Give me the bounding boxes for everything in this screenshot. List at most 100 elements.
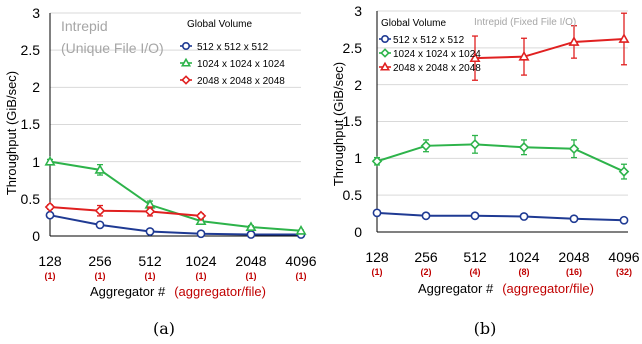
y-axis-label: Throughput (GiB/sec) bbox=[331, 62, 346, 186]
data-point-circle bbox=[95, 220, 105, 230]
panel-b-plot bbox=[371, 10, 630, 233]
annotation-line: (Unique File I/O) bbox=[61, 40, 164, 56]
y-tick-label: 0.5 bbox=[21, 191, 41, 207]
x-sub-label: (8) bbox=[519, 267, 530, 277]
x-sub-label: (1) bbox=[196, 271, 207, 281]
x-axis-label-extra: (aggregator/file) bbox=[502, 281, 594, 296]
x-axis-label: Aggregator # bbox=[90, 284, 166, 299]
x-sub-label: (4) bbox=[470, 267, 481, 277]
chart-panel-b: 0 0.5 1 1.5 2 2.5 3 128 256 512 1024 204… bbox=[331, 3, 640, 338]
data-point-diamond bbox=[618, 166, 630, 177]
x-tick-label: 256 bbox=[414, 249, 438, 265]
y-tick-label: 2 bbox=[354, 77, 362, 93]
data-point-diamond bbox=[144, 206, 156, 217]
data-point-diamond bbox=[518, 142, 530, 153]
x-tick-label: 512 bbox=[463, 249, 487, 265]
data-point-triangle bbox=[469, 52, 481, 63]
y-tick-label: 2.5 bbox=[21, 42, 41, 58]
x-sub-label: (1) bbox=[145, 271, 156, 281]
data-point-diamond bbox=[568, 143, 580, 155]
legend-b: Global Volume 512 x 512 x 512 1024 x 102… bbox=[379, 18, 481, 74]
legend-title: Global Volume bbox=[187, 19, 252, 30]
x-sub-label: (16) bbox=[566, 267, 582, 277]
annotation-b: Intrepid (Fixed File I/O) bbox=[474, 17, 576, 28]
y-tick-label: 1 bbox=[354, 150, 362, 166]
x-axis-title: Aggregator # (aggregator/file) bbox=[90, 284, 266, 299]
series-line bbox=[376, 143, 625, 173]
x-sub-label: (32) bbox=[616, 267, 632, 277]
data-point-diamond bbox=[380, 48, 390, 58]
y-tick-label: 2 bbox=[32, 79, 40, 95]
data-point-diamond bbox=[44, 201, 56, 213]
legend-label: 512 x 512 x 512 bbox=[393, 35, 465, 46]
data-point-triangle bbox=[379, 61, 391, 71]
data-point-triangle bbox=[568, 36, 580, 46]
series-line bbox=[474, 37, 625, 60]
panel-b-x-ticks: 128 256 512 1024 2048 4096 (1) (2) (4) (… bbox=[365, 249, 639, 277]
panel-b-y-ticks: 0 0.5 1 1.5 2 2.5 3 bbox=[343, 3, 363, 240]
y-tick-label: 1.5 bbox=[21, 116, 41, 132]
series-line bbox=[49, 214, 301, 236]
x-tick-label: 1024 bbox=[185, 253, 216, 269]
data-point-circle bbox=[182, 41, 191, 50]
legend-marker bbox=[180, 75, 192, 85]
data-point-triangle bbox=[180, 57, 192, 67]
y-tick-label: 0.5 bbox=[343, 187, 363, 203]
x-tick-label: 512 bbox=[138, 253, 162, 269]
panel-a-x-ticks: 128 256 512 1024 2048 4096 (1) (1) (1) (… bbox=[38, 253, 316, 281]
series-line bbox=[376, 211, 625, 222]
caption-a: (a) bbox=[153, 319, 175, 338]
x-sub-label: (2) bbox=[421, 267, 432, 277]
legend-label: 2048 x 2048 x 2048 bbox=[393, 63, 481, 74]
legend-marker bbox=[379, 34, 391, 43]
data-point-diamond bbox=[469, 139, 481, 150]
x-sub-label: (1) bbox=[296, 271, 307, 281]
legend-marker bbox=[379, 48, 391, 58]
data-point-circle bbox=[519, 212, 529, 221]
caption-b: (b) bbox=[474, 319, 497, 338]
data-point-triangle bbox=[618, 33, 630, 43]
data-point-circle bbox=[246, 230, 256, 239]
x-tick-label: 256 bbox=[88, 253, 112, 269]
legend-marker bbox=[180, 57, 192, 67]
data-point-circle bbox=[372, 208, 382, 218]
panel-a-plot bbox=[44, 12, 307, 239]
x-sub-label: (1) bbox=[372, 267, 383, 277]
x-axis-label-extra: (aggregator/file) bbox=[174, 284, 266, 299]
chart-panel-a: 0 0.5 1 1.5 2 2.5 3 128 256 512 1024 204… bbox=[4, 5, 317, 338]
data-point-diamond bbox=[94, 205, 106, 216]
y-tick-label: 1 bbox=[32, 154, 40, 170]
x-tick-label: 128 bbox=[38, 253, 62, 269]
data-point-circle bbox=[470, 211, 480, 221]
y-tick-label: 3 bbox=[354, 3, 362, 19]
data-point-circle bbox=[380, 34, 389, 43]
svg-text:Aggregator # (aggregat: Aggregator # (aggregator/file) bbox=[418, 280, 594, 297]
data-point-circle bbox=[45, 210, 55, 220]
annotation-line: Intrepid bbox=[61, 18, 108, 34]
data-point-diamond bbox=[195, 210, 207, 222]
legend-title: Global Volume bbox=[381, 18, 446, 29]
x-axis-label: Aggregator # bbox=[418, 281, 494, 296]
x-axis-title: Aggregator # (aggregator/file) bbox=[418, 280, 594, 297]
legend-label: 1024 x 1024 x 1024 bbox=[393, 49, 481, 60]
data-point-triangle bbox=[44, 155, 56, 166]
legend-entry: 512 x 512 x 512 bbox=[379, 34, 465, 46]
data-point-diamond bbox=[420, 140, 432, 152]
x-sub-label: (1) bbox=[246, 271, 257, 281]
data-point-circle bbox=[569, 214, 579, 224]
legend-label: 2048 x 2048 x 2048 bbox=[197, 76, 285, 87]
data-point-circle bbox=[145, 227, 155, 236]
y-axis-label: Throughput (GiB/sec) bbox=[4, 71, 19, 195]
x-tick-label: 4096 bbox=[285, 253, 316, 269]
y-tick-label: 3 bbox=[32, 5, 40, 21]
x-tick-label: 2048 bbox=[558, 249, 589, 265]
data-point-triangle bbox=[295, 225, 307, 235]
x-sub-label: (1) bbox=[95, 271, 106, 281]
x-tick-label: 128 bbox=[365, 249, 389, 265]
panel-a-y-ticks: 0 0.5 1 1.5 2 2.5 3 bbox=[21, 5, 41, 244]
legend-entry: 2048 x 2048 x 2048 bbox=[379, 61, 481, 74]
data-point-triangle bbox=[94, 164, 106, 174]
x-tick-label: 1024 bbox=[508, 249, 539, 265]
data-point-triangle bbox=[245, 221, 257, 231]
